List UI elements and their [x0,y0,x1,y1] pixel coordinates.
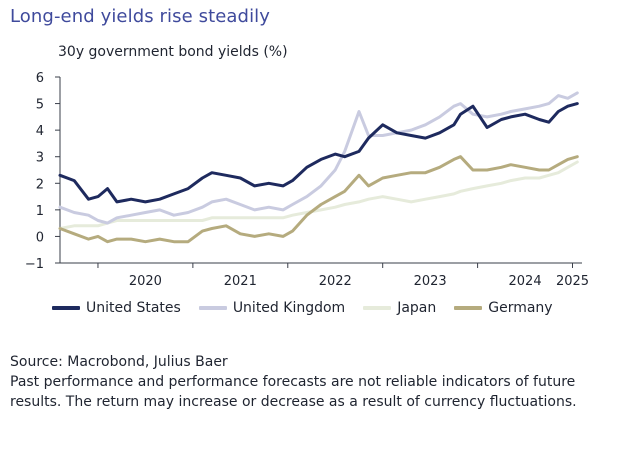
line-chart: −1 0 1 2 3 4 5 6 2020 2021 2022 2023 2024 2025 [25,71,589,289]
legend-swatch-japan [363,306,392,310]
legend-swatch-united-kingdom [198,306,227,310]
x-tick-label: 2025 [556,274,589,289]
y-tick-label: 3 [36,151,44,166]
source-note: Source: Macrobond, Julius Baer Past perf… [10,352,610,412]
chart-legend: United States United Kingdom Japan Germa… [52,298,571,318]
y-tick-label: 2 [36,177,44,192]
series-line-united-kingdom [58,91,579,225]
x-tick-label: 2022 [319,274,352,289]
legend-item-japan: Japan [363,300,436,316]
legend-label-japan: Japan [397,300,437,316]
chart-title: Long-end yields rise steadily [10,6,271,27]
legend-swatch-united-states [52,306,80,310]
x-tick-label: 2023 [414,274,447,289]
y-tick-label: 6 [36,71,44,86]
x-tick-label: 2021 [224,274,257,289]
disclaimer-text: Past performance and performance forecas… [10,374,577,410]
legend-label-germany: Germany [488,300,553,316]
x-tick-label: 2024 [509,274,542,289]
series-line-germany [58,155,579,244]
legend-label-united-kingdom: United Kingdom [232,300,346,316]
legend-item-united-states: United States [52,300,181,316]
series-line-united-states [58,102,579,204]
legend-item-united-kingdom: United Kingdom [198,300,346,316]
x-tick-label: 2020 [129,274,162,289]
legend-swatch-germany [454,306,483,310]
y-tick-label: −1 [25,257,44,272]
legend-item-germany: Germany [454,300,553,316]
legend-label-united-states: United States [86,300,181,316]
y-tick-label: 5 [36,98,44,113]
y-tick-label: 1 [36,204,44,219]
source-text: Source: Macrobond, Julius Baer [10,354,228,370]
series-line-japan [58,160,579,230]
y-tick-label: 0 [36,230,44,245]
chart-subtitle: 30y government bond yields (%) [58,44,288,60]
y-tick-label: 4 [36,124,44,139]
